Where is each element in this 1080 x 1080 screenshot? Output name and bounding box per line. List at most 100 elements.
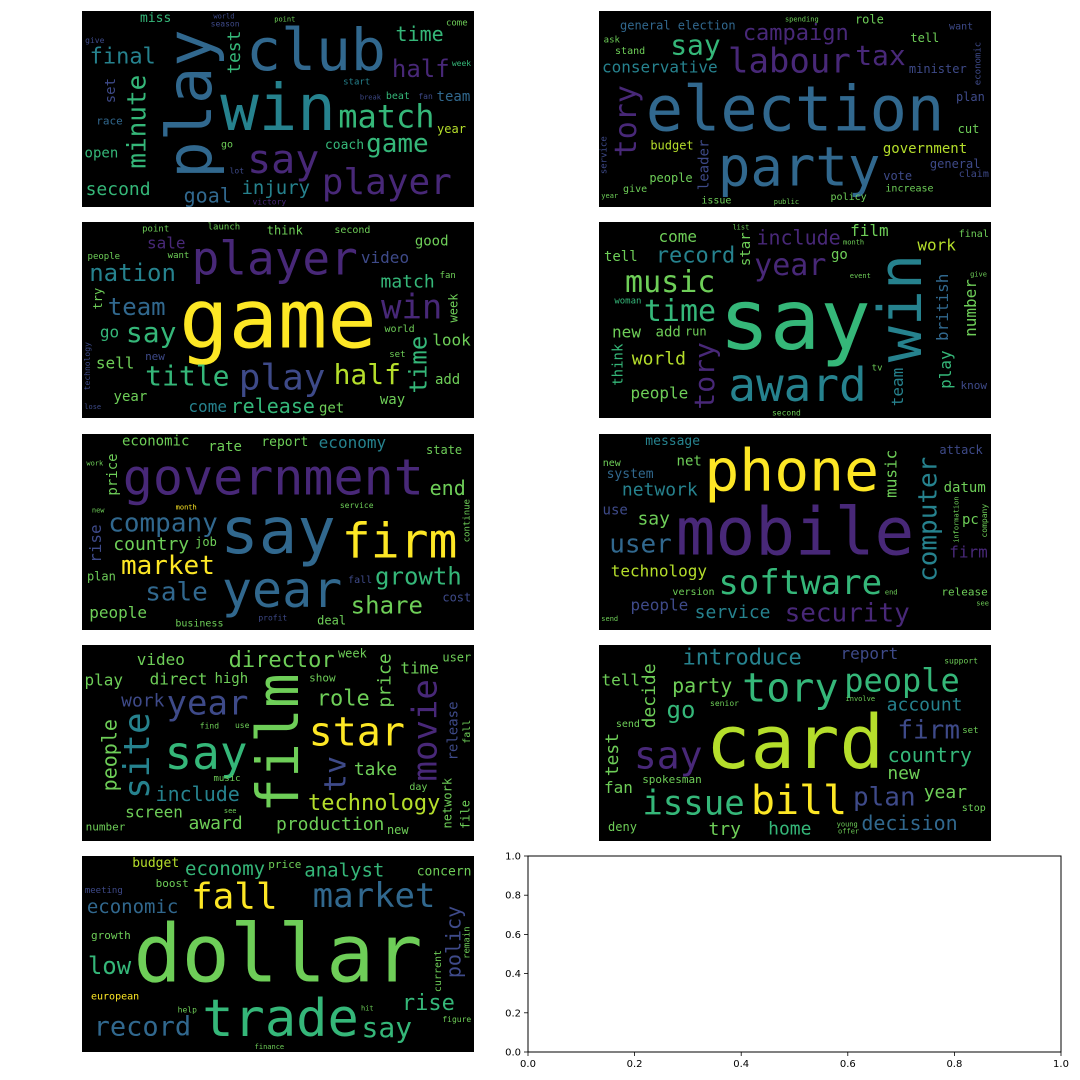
wordcloud-background	[82, 11, 474, 207]
wordcloud-word: tory	[742, 666, 838, 712]
wordcloud-word: say	[670, 29, 721, 62]
wordcloud-word: deal	[317, 614, 346, 628]
wordcloud-word: help	[178, 1005, 197, 1014]
wordcloud-word: boost	[156, 877, 189, 890]
wordcloud-word: market	[313, 876, 436, 916]
wordcloud-word: government	[123, 449, 424, 507]
wordcloud-word: report	[841, 644, 899, 663]
wordcloud-word: site	[117, 712, 158, 799]
wordcloud-word: director	[229, 648, 335, 673]
wordcloud-word: week	[446, 293, 460, 323]
wordcloud-word: half	[334, 358, 401, 391]
wordcloud-word: firm	[342, 514, 458, 570]
wordcloud-word: hit	[361, 1004, 374, 1012]
wordcloud-word: rise	[86, 524, 105, 563]
wordcloud-word: home	[768, 819, 811, 840]
wordcloud-word: direct	[150, 670, 208, 689]
wordcloud-word: use	[603, 503, 628, 519]
wordcloud-word: account	[887, 695, 963, 716]
wordcloud-word: bill	[751, 778, 847, 824]
wordcloud-word: price	[105, 453, 121, 495]
wordcloud-word: economic	[974, 42, 984, 85]
wordcloud-word: current	[433, 950, 444, 992]
wordcloud-word: month	[176, 504, 197, 512]
wordcloud-word: sale	[147, 234, 186, 253]
wordcloud-word: injury	[241, 177, 310, 199]
wordcloud-word: network	[622, 479, 698, 500]
wordcloud-word: election	[646, 73, 945, 146]
wordcloud-word: new	[387, 823, 409, 837]
wordcloud-word: test	[224, 31, 245, 74]
wordcloud-word: new	[887, 763, 920, 784]
wordcloud-word: dollar	[134, 908, 423, 1001]
wordcloud-word: final	[90, 44, 156, 69]
wordcloud-word: play	[85, 671, 124, 690]
wordcloud-word: minister	[909, 62, 967, 76]
wordcloud-word: file	[459, 800, 473, 829]
wordcloud-word: public	[774, 198, 799, 206]
wordcloud-word: state	[426, 443, 462, 457]
wordcloud-word: movie	[406, 679, 446, 781]
wordcloud-word: plan	[853, 782, 916, 812]
wordcloud-word: support	[944, 656, 978, 665]
wordcloud-word: analyst	[304, 860, 384, 882]
wordcloud-word: set	[389, 350, 405, 360]
wordcloud-word: cost	[442, 591, 471, 605]
wordcloud-word: say	[637, 509, 670, 530]
wordcloud-word: music	[625, 265, 715, 300]
wordcloud-word: profit	[258, 614, 287, 623]
wordcloud-word: give	[85, 36, 104, 45]
wordcloud-word: british	[933, 274, 952, 341]
wordcloud-word: include	[156, 782, 240, 806]
wordcloud-word: play	[153, 29, 226, 178]
wordcloud-word: meeting	[85, 886, 123, 896]
wordcloud-word: give	[623, 184, 647, 195]
wordcloud-word: labour	[728, 42, 851, 82]
wordcloud-word: people	[88, 252, 121, 262]
wordcloud-word: year	[114, 389, 148, 405]
wordcloud-word: beat	[386, 91, 410, 102]
wordcloud-word: coach	[325, 138, 364, 153]
wordcloud-word: go	[221, 140, 233, 151]
wordcloud-word: set	[103, 78, 119, 103]
wordcloud-word: team	[888, 368, 907, 407]
wordcloud-word: economic	[122, 434, 189, 450]
wordcloud-word: second	[86, 179, 151, 200]
wordcloud-word: open	[85, 146, 119, 162]
wordcloud-word: attack	[939, 443, 983, 457]
wordcloud-word: say	[220, 495, 336, 569]
wordcloud-word: people	[649, 171, 692, 185]
wordcloud-word: go	[100, 323, 119, 342]
wordcloud-word: nation	[89, 259, 176, 287]
wordcloud-word: point	[274, 15, 295, 23]
wordcloud-word: launch	[208, 223, 241, 233]
wordcloud-word: title	[145, 359, 229, 392]
y-tick-label: 0.2	[505, 1008, 521, 1019]
wordcloud-word: year	[222, 561, 342, 619]
wordcloud-word: service	[340, 501, 374, 510]
wordcloud-word: figure	[442, 1015, 471, 1024]
wordcloud-word: goal	[184, 183, 232, 207]
wordcloud-word: tory	[609, 85, 644, 157]
wordcloud-word: remain	[462, 926, 472, 959]
wordcloud-word: card	[706, 700, 884, 786]
wordcloud-word: software	[718, 563, 882, 603]
wordcloud-word: add	[656, 325, 681, 341]
x-tick-label: 0.6	[840, 1059, 856, 1070]
wordcloud-word: new	[612, 323, 641, 342]
wordcloud-word: work	[917, 236, 956, 255]
wordcloud-word: tell	[602, 671, 641, 690]
wordcloud-word: fall	[462, 720, 473, 744]
wordcloud-word: lot	[230, 166, 245, 175]
wordcloud-word: work	[86, 459, 104, 467]
wordcloud-word: music	[213, 774, 240, 784]
wordcloud-word: mobile	[676, 494, 914, 571]
wordcloud-word: club	[246, 16, 386, 84]
wordcloud-word: think	[610, 343, 626, 386]
wordcloud-word: race	[96, 115, 123, 128]
wordcloud-word: see	[224, 807, 237, 815]
wordcloud-word: user	[609, 530, 672, 560]
